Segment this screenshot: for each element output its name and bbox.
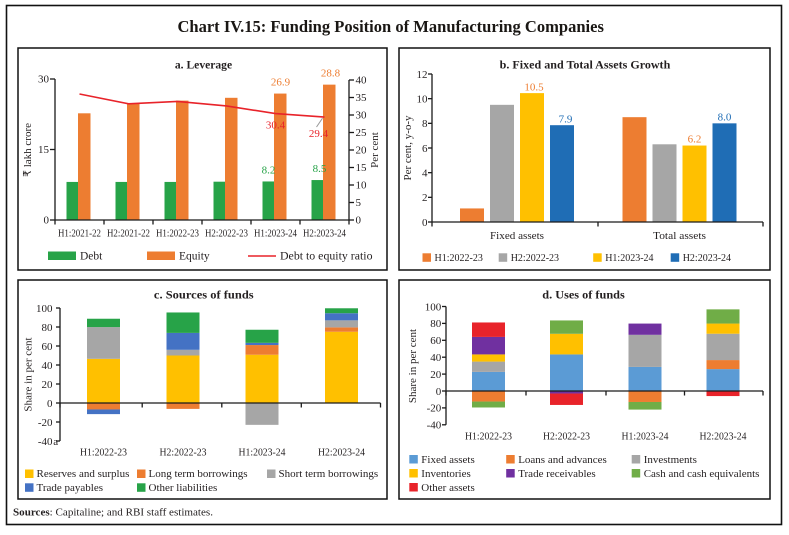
svg-text:H1:2022-23: H1:2022-23 xyxy=(435,253,483,264)
svg-text:H1:2023-24: H1:2023-24 xyxy=(239,448,287,459)
svg-text:0: 0 xyxy=(47,398,53,410)
svg-text:Other assets: Other assets xyxy=(421,482,474,494)
svg-text:Long term borrowings: Long term borrowings xyxy=(149,468,248,480)
svg-text:30.4: 30.4 xyxy=(266,120,286,132)
svg-text:Share in per cent: Share in per cent xyxy=(407,329,419,403)
svg-text:8.2: 8.2 xyxy=(262,165,276,177)
svg-text:Fixed assets: Fixed assets xyxy=(421,454,474,466)
svg-text:Loans and advances: Loans and advances xyxy=(518,454,607,466)
svg-text:29.4: 29.4 xyxy=(309,128,329,140)
svg-text:Investments: Investments xyxy=(644,454,697,466)
svg-text:0: 0 xyxy=(436,386,442,398)
svg-text:8: 8 xyxy=(422,118,428,130)
svg-text:6: 6 xyxy=(422,143,428,155)
svg-text:7.9: 7.9 xyxy=(559,114,573,126)
svg-text:H1:2023-24: H1:2023-24 xyxy=(622,432,670,443)
svg-text:H2:2022-23: H2:2022-23 xyxy=(543,432,590,443)
svg-text:40: 40 xyxy=(356,75,368,87)
svg-text:40: 40 xyxy=(430,352,442,364)
svg-text:8.5: 8.5 xyxy=(313,163,327,175)
svg-text:H2:2023-24: H2:2023-24 xyxy=(700,432,748,443)
svg-text:a. Leverage: a. Leverage xyxy=(175,57,233,71)
svg-text:Inventories: Inventories xyxy=(421,468,470,480)
svg-text:H1:2021-22: H1:2021-22 xyxy=(58,229,101,240)
svg-text:-20: -20 xyxy=(38,417,53,429)
svg-text:5: 5 xyxy=(356,197,362,209)
svg-text:Per cent: Per cent xyxy=(369,132,381,168)
svg-text:H1:2022-23: H1:2022-23 xyxy=(80,448,127,459)
svg-text:H1:2022-23: H1:2022-23 xyxy=(465,432,512,443)
svg-text:-40: -40 xyxy=(38,436,53,448)
svg-text:H1:2023-24: H1:2023-24 xyxy=(605,253,653,264)
svg-text:15: 15 xyxy=(38,144,50,156)
svg-text:60: 60 xyxy=(42,341,54,353)
svg-text:Other liabilities: Other liabilities xyxy=(149,482,218,494)
svg-text:Trade receivables: Trade receivables xyxy=(518,468,595,480)
svg-text:80: 80 xyxy=(430,318,442,330)
svg-text:2: 2 xyxy=(422,192,428,204)
svg-text:100: 100 xyxy=(36,303,53,315)
svg-text:60: 60 xyxy=(430,335,442,347)
svg-text:26.9: 26.9 xyxy=(271,77,291,89)
svg-text:b. Fixed and Total Assets Grow: b. Fixed and Total Assets Growth xyxy=(500,57,671,71)
svg-text:H2:2021-22: H2:2021-22 xyxy=(107,229,150,240)
svg-text:H1:2022-23: H1:2022-23 xyxy=(156,229,199,240)
svg-text:-40: -40 xyxy=(427,420,442,432)
svg-text:15: 15 xyxy=(356,162,368,174)
svg-text:-20: -20 xyxy=(427,403,442,415)
svg-text:8.0: 8.0 xyxy=(718,112,732,124)
svg-text:0: 0 xyxy=(356,215,362,227)
svg-text:40: 40 xyxy=(42,360,54,372)
svg-text:H2:2023-24: H2:2023-24 xyxy=(303,229,346,240)
svg-text:Per cent, y-o-y: Per cent, y-o-y xyxy=(402,115,414,181)
svg-text:Short term borrowings: Short term borrowings xyxy=(279,468,379,480)
svg-text:80: 80 xyxy=(42,322,54,334)
svg-text:10.5: 10.5 xyxy=(524,82,544,94)
svg-text:Debt: Debt xyxy=(80,251,103,263)
svg-text:25: 25 xyxy=(356,127,368,139)
svg-text:₹ lakh crore: ₹ lakh crore xyxy=(22,123,34,177)
svg-text:Chart IV.15: Funding Position: Chart IV.15: Funding Position of Manufac… xyxy=(177,17,604,36)
svg-text:Trade payables: Trade payables xyxy=(37,482,104,494)
svg-text:H1:2023-24: H1:2023-24 xyxy=(254,229,297,240)
svg-text:0: 0 xyxy=(422,217,428,229)
svg-text:H2:2022-23: H2:2022-23 xyxy=(511,253,559,264)
svg-text:12: 12 xyxy=(417,69,428,81)
svg-text:d. Uses of funds: d. Uses of funds xyxy=(542,288,625,302)
svg-text:Equity: Equity xyxy=(179,251,210,263)
svg-text:c. Sources of funds: c. Sources of funds xyxy=(154,288,254,302)
svg-text:H2:2022-23: H2:2022-23 xyxy=(160,448,207,459)
svg-text:20: 20 xyxy=(356,145,368,157)
svg-text:Debt to equity ratio: Debt to equity ratio xyxy=(280,251,373,263)
svg-text:Reserves and surplus: Reserves and surplus xyxy=(37,468,130,480)
svg-text:28.8: 28.8 xyxy=(321,68,341,80)
svg-text:20: 20 xyxy=(430,369,442,381)
svg-text:35: 35 xyxy=(356,92,368,104)
svg-text:30: 30 xyxy=(38,74,50,86)
svg-text:H2:2022-23: H2:2022-23 xyxy=(205,229,248,240)
svg-text:a: a xyxy=(53,436,58,448)
svg-text:Sources: Capitaline; and RBI s: Sources: Capitaline; and RBI staff estim… xyxy=(13,506,213,518)
svg-text:0: 0 xyxy=(44,215,50,227)
svg-text:Cash and cash equivalents: Cash and cash equivalents xyxy=(644,468,760,480)
svg-text:30: 30 xyxy=(356,110,368,122)
svg-text:H2:2023-24: H2:2023-24 xyxy=(318,448,366,459)
svg-text:100: 100 xyxy=(425,301,442,313)
svg-text:Total assets: Total assets xyxy=(653,230,706,242)
svg-text:20: 20 xyxy=(42,379,54,391)
svg-text:H2:2023-24: H2:2023-24 xyxy=(683,253,731,264)
svg-text:4: 4 xyxy=(422,167,428,179)
svg-text:Share in per cent: Share in per cent xyxy=(23,337,35,411)
svg-text:Fixed assets: Fixed assets xyxy=(490,230,544,242)
svg-text:10: 10 xyxy=(417,93,429,105)
svg-text:10: 10 xyxy=(356,180,368,192)
svg-text:6.2: 6.2 xyxy=(688,134,702,146)
